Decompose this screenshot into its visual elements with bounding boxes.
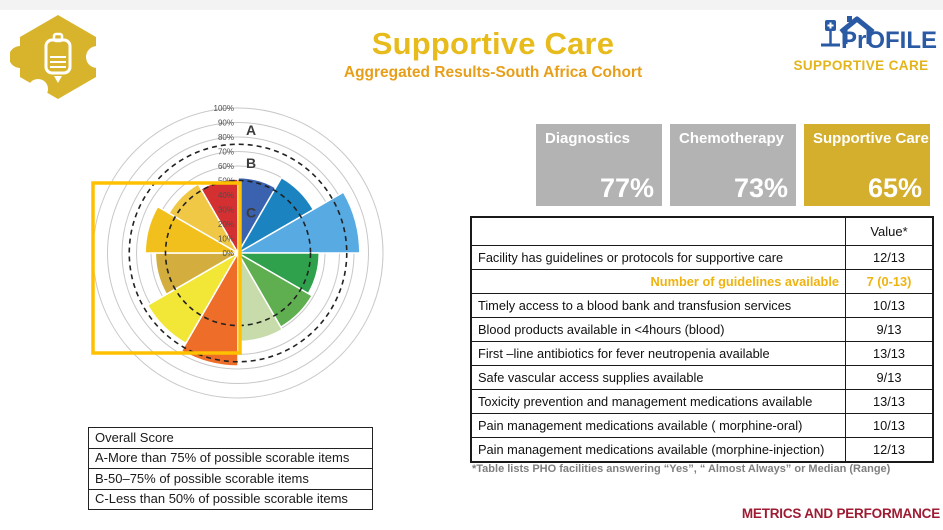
row-value: 7 (0-13) [845,269,934,294]
score-card-1: Diagnostics 77% [536,124,662,206]
row-label: Pain management medications available ( … [470,413,846,438]
score-cards: Diagnostics 77% Chemotherapy 73% Supportive … [536,124,930,206]
axis-tick: 90% [218,119,234,128]
legend-row: C-Less than 50% of possible scorable ite… [89,488,372,510]
axis-tick: 100% [214,104,234,113]
table-row: Pain management medications available ( … [470,413,934,438]
row-value: 13/13 [845,389,934,414]
metrics-header-empty [470,216,846,246]
table-row: Safe vascular access supplies available 9… [470,365,934,390]
axis-tick: 80% [218,133,234,142]
axis-tick: 50% [218,177,234,186]
overall-score-box: Overall Score A-More than 75% of possibl… [88,427,373,510]
table-row: Timely access to a blood bank and transf… [470,293,934,318]
logo-text: PrOFILE [841,27,937,54]
chart-segment-8 [146,252,239,345]
row-label: First –line antibiotics for fever neutro… [470,341,846,366]
zone-label-B: B [246,155,256,171]
highlight-box [91,181,242,355]
profile-logo: PrOFILE [821,16,937,54]
iv-pole-icon [821,20,840,47]
row-label: Timely access to a blood bank and transf… [470,293,846,318]
guide-circle-50 [164,179,312,327]
legend-row: B-50–75% of possible scorable items [89,468,372,489]
row-value: 10/13 [845,413,934,438]
table-row: First –line antibiotics for fever neutro… [470,341,934,366]
iv-bag-puzzle-icon [10,15,104,99]
axis-tick: 20% [218,220,234,229]
metrics-table-header: Value* [470,216,934,246]
score-card-value: 77% [599,173,654,203]
row-value: 9/13 [845,365,934,390]
row-value: 12/13 [845,245,934,270]
score-card-value: 65% [867,173,922,203]
row-value: 13/13 [845,341,934,366]
row-value: 10/13 [845,293,934,318]
table-row: Pain management medications available (m… [470,437,934,463]
page-title: Supportive Care [371,26,615,61]
chart-segment-3 [237,191,361,254]
table-row: Toxicity prevention and management medic… [470,389,934,414]
row-label: Blood products available in <4hours (blo… [470,317,846,342]
score-card-label: Supportive Care [813,130,929,147]
row-value: 12/13 [845,437,934,463]
axis-tick: 30% [218,206,234,215]
axis-tick: 60% [218,162,234,171]
top-band [0,0,943,10]
metrics-header-value: Value* [845,216,934,246]
table-footnote: *Table lists PHO facilities answering “Y… [472,463,891,475]
zone-label-A: A [246,122,256,138]
row-label: Pain management medications available (m… [470,437,846,463]
axis-tick: 0% [222,249,234,258]
chart-segment-7 [180,252,239,367]
row-label: Safe vascular access supplies available [470,365,846,390]
house-icon [839,16,875,44]
score-card-label: Diagnostics [545,130,631,147]
legend-row: A-More than 75% of possible scorable ite… [89,447,372,469]
table-row: Blood products available in <4hours (blo… [470,317,934,342]
overall-score-title: Overall Score [95,429,174,445]
axis-tick: 10% [218,235,234,244]
brand-footer: METRICS AND PERFORMANCE [741,506,940,521]
metrics-table: Value* Facility has guidelines or protoc… [470,216,934,463]
polar-chart: 0% 10% 20% 30% 40% 50% 60% 70% 80% 90% 100% A B C [80,96,400,416]
score-card-3: Supportive Care 65% [804,124,930,206]
guide-circle-75 [128,143,348,363]
score-card-value: 73% [733,173,788,203]
metrics-table-body: Facility has guidelines or protocols for… [470,245,934,463]
zone-label-C: C [246,204,256,220]
page-subtitle: Aggregated Results-South Africa Cohort [343,64,643,81]
logo-subtext: SUPPORTIVE CARE [793,58,929,73]
score-card-label: Chemotherapy [679,130,785,147]
row-label: Facility has guidelines or protocols for… [470,245,846,270]
row-label: Number of guidelines available [470,269,846,294]
score-card-2: Chemotherapy 73% [670,124,796,206]
row-label: Toxicity prevention and management medic… [470,389,846,414]
grid-ring [107,122,369,384]
table-row: Number of guidelines available 7 (0-13) [470,269,934,294]
chart-segment-10 [144,205,239,254]
table-row: Facility has guidelines or protocols for… [470,245,934,270]
row-value: 9/13 [845,317,934,342]
axis-tick: 40% [218,191,234,200]
axis-tick: 70% [218,148,234,157]
